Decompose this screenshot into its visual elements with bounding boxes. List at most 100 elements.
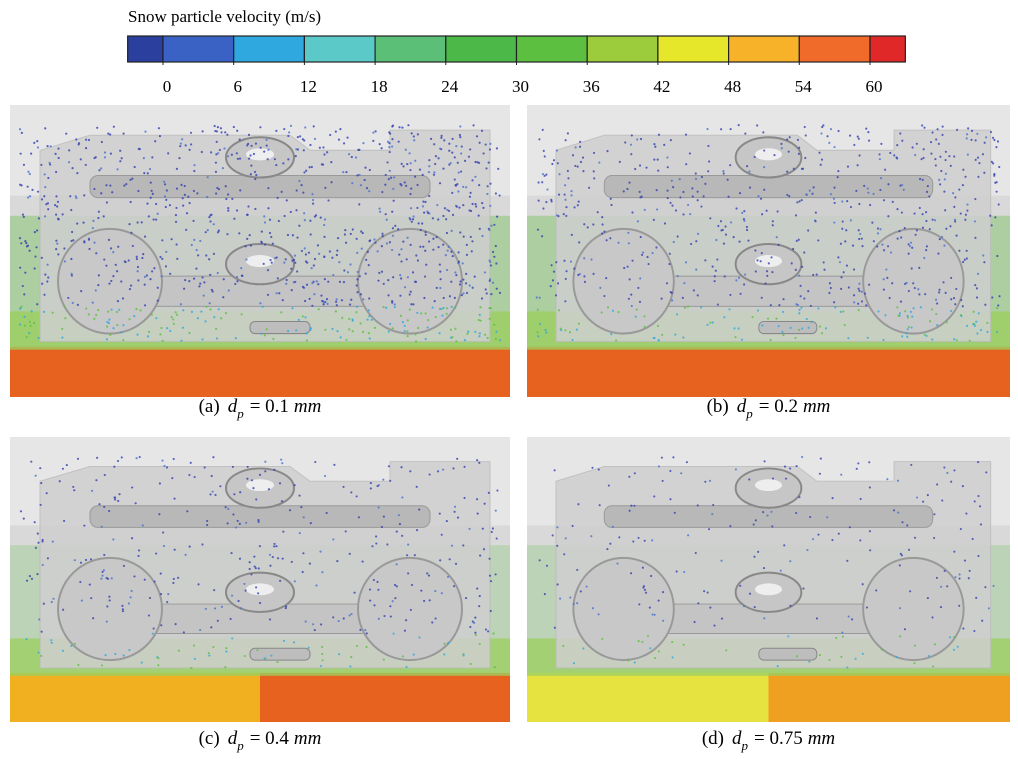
- particle: [332, 538, 334, 540]
- particle: [256, 649, 258, 651]
- particle: [89, 584, 91, 586]
- particle: [155, 552, 157, 554]
- particle: [914, 645, 916, 647]
- particle: [356, 284, 358, 286]
- particle: [137, 555, 139, 557]
- particle: [479, 595, 481, 597]
- particle: [721, 618, 723, 620]
- particle: [663, 144, 665, 146]
- particle: [358, 203, 360, 205]
- particle: [646, 256, 648, 258]
- particle: [788, 151, 790, 153]
- particle: [882, 339, 884, 341]
- particle: [565, 270, 567, 272]
- particle: [871, 222, 873, 224]
- particle: [355, 156, 357, 158]
- tick-label: 42: [653, 77, 670, 96]
- particle: [157, 300, 159, 302]
- particle: [563, 260, 565, 262]
- particle: [911, 146, 913, 148]
- particle: [34, 255, 36, 257]
- particle: [804, 126, 806, 128]
- particle: [388, 146, 390, 148]
- particle: [462, 292, 464, 294]
- particle: [262, 306, 264, 308]
- particle: [358, 516, 360, 518]
- particle: [299, 135, 301, 137]
- particle: [338, 653, 340, 655]
- particle: [437, 470, 439, 472]
- particle: [869, 204, 871, 206]
- particle: [653, 219, 655, 221]
- particle: [890, 251, 892, 253]
- particle: [896, 157, 898, 159]
- particle: [960, 212, 962, 214]
- particle: [58, 157, 60, 159]
- particle: [669, 470, 671, 472]
- particle: [567, 132, 569, 134]
- particle: [650, 575, 652, 577]
- particle: [544, 593, 546, 595]
- panels: (a)dp= 0.1mm(b)dp= 0.2mm(c)dp= 0.4mm(d)d…: [10, 105, 1010, 753]
- particle: [224, 131, 226, 133]
- particle: [92, 227, 94, 229]
- particle: [159, 333, 161, 335]
- particle: [647, 635, 649, 637]
- particle: [396, 563, 398, 565]
- particle: [863, 185, 865, 187]
- particle: [578, 323, 580, 325]
- particle: [343, 281, 345, 283]
- particle: [466, 244, 468, 246]
- particle: [429, 599, 431, 601]
- particle: [226, 233, 228, 235]
- particle: [55, 248, 57, 250]
- particle: [642, 251, 644, 253]
- particle: [236, 209, 238, 211]
- value: = 0.75: [754, 728, 803, 749]
- particle: [901, 184, 903, 186]
- particle: [376, 485, 378, 487]
- particle: [630, 572, 632, 574]
- particle: [223, 278, 225, 280]
- particle: [842, 636, 844, 638]
- particle: [986, 331, 988, 333]
- panel-image: [10, 437, 510, 722]
- particle: [770, 339, 772, 341]
- particle: [410, 609, 412, 611]
- particle: [447, 642, 449, 644]
- particle: [141, 257, 143, 259]
- particle: [231, 198, 233, 200]
- particle: [592, 607, 594, 609]
- particle: [657, 325, 659, 327]
- particle: [36, 573, 38, 575]
- particle: [658, 600, 660, 602]
- particle: [104, 156, 106, 158]
- particle: [840, 656, 842, 658]
- particle: [879, 158, 881, 160]
- particle: [631, 260, 633, 262]
- particle: [225, 647, 227, 649]
- particle: [474, 276, 476, 278]
- particle: [976, 332, 978, 334]
- particle: [267, 149, 269, 151]
- particle: [960, 299, 962, 301]
- particle: [255, 174, 257, 176]
- particle: [623, 267, 625, 269]
- particle: [755, 519, 757, 521]
- particle: [352, 320, 354, 322]
- particle: [433, 171, 435, 173]
- particle: [131, 486, 133, 488]
- particle: [610, 333, 612, 335]
- particle: [219, 485, 221, 487]
- particle: [249, 234, 251, 236]
- particle: [634, 661, 636, 663]
- particle: [222, 296, 224, 298]
- particle: [666, 189, 668, 191]
- particle: [186, 212, 188, 214]
- particle: [109, 334, 111, 336]
- particle: [478, 605, 480, 607]
- particle: [432, 238, 434, 240]
- particle: [476, 588, 478, 590]
- particle: [329, 134, 331, 136]
- particle: [896, 208, 898, 210]
